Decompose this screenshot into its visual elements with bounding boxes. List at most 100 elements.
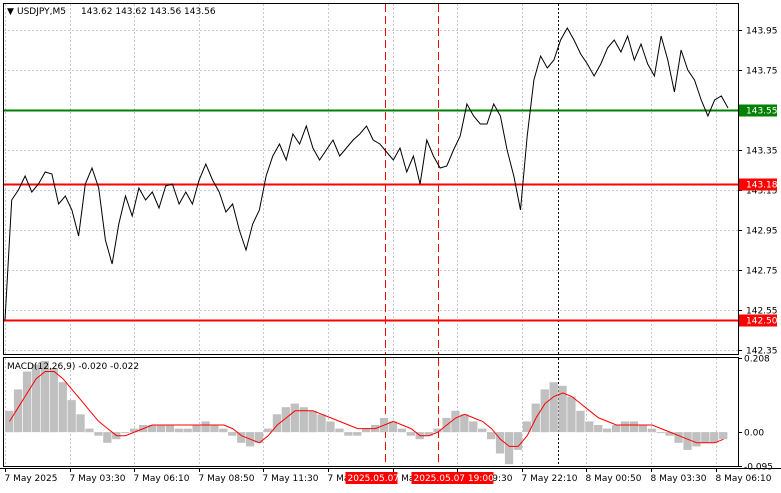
price-line: [4, 26, 729, 321]
macd-bar: [504, 432, 514, 465]
macd-axis[interactable]: 0.208 0.00 -0.095: [738, 355, 773, 473]
macd-pane[interactable]: [3, 357, 739, 467]
macd-bar: [94, 432, 103, 436]
price-tick-label: 142.95: [746, 227, 778, 237]
price-tags: 143.55 143.18 142.50: [739, 104, 778, 327]
macd-bar: [424, 432, 433, 436]
macd-bar: [281, 407, 290, 433]
time-tick-label: 7 May 08:50: [199, 474, 255, 484]
macd-bar: [165, 425, 174, 433]
time-tick-label: 7 May 11:30: [263, 474, 319, 484]
macd-bar: [263, 428, 273, 433]
macd-bar: [665, 432, 674, 436]
macd-bar: [683, 432, 692, 450]
macd-bar: [540, 389, 549, 433]
ohlc-values: 143.62 143.62 143.56 143.56: [81, 7, 216, 17]
macd-bar: [272, 414, 282, 433]
macd-bar: [558, 385, 567, 433]
level-tag: [739, 314, 777, 327]
macd-tick-label: 0.208: [744, 355, 770, 365]
macd-bar: [147, 425, 157, 433]
time-marker-tag: [411, 472, 494, 484]
macd-bar: [406, 432, 415, 436]
macd-bar: [495, 432, 505, 454]
time-tick-label: 7 May 06:10: [134, 474, 190, 484]
macd-bar: [656, 432, 665, 434]
macd-bar: [308, 410, 317, 433]
macd-bar: [335, 428, 344, 433]
macd-bar: [201, 421, 210, 433]
price-tick-label: 143.95: [746, 27, 778, 37]
price-axis[interactable]: 143.95 143.75 143.55 143.35 143.15 142.95 142.…: [738, 27, 778, 357]
time-tick-label: 7 May 22:10: [522, 474, 578, 484]
vertical-markers: [385, 4, 439, 466]
macd-bar: [487, 432, 496, 440]
macd-bar: [121, 432, 130, 434]
macd-bar: [362, 428, 371, 433]
macd-bar: [5, 410, 14, 433]
level-lines[interactable]: [4, 109, 738, 322]
macd-bar: [85, 428, 94, 433]
price-tick-label: 142.35: [746, 347, 778, 357]
level-tag-label: 143.55: [746, 107, 778, 117]
macd-bar: [629, 421, 639, 433]
collapse-icon[interactable]: ▼: [7, 7, 14, 17]
macd-bar: [228, 432, 237, 436]
macd-bar: [183, 428, 192, 433]
macd-bar: [40, 360, 49, 433]
macd-bar: [620, 421, 630, 433]
marker-tags: 2025.05.07 2025.05.07 19:00: [345, 472, 495, 484]
macd-bar: [469, 421, 478, 433]
macd-tick-label: -0.095: [744, 463, 773, 473]
time-tick-label: 8 May 06:10: [716, 474, 772, 484]
price-pane[interactable]: [3, 3, 739, 355]
macd-bar: [219, 428, 228, 433]
macd-bar: [49, 368, 58, 433]
price-tick-label: 142.75: [746, 267, 778, 277]
macd-bar: [710, 432, 719, 443]
macd-bar: [585, 421, 594, 433]
macd-bar: [58, 382, 67, 433]
macd-bar: [31, 364, 41, 433]
price-tick-label: 143.75: [746, 67, 778, 77]
price-tick-label: 143.15: [746, 187, 778, 197]
macd-bar: [290, 403, 299, 433]
macd-bar: [299, 407, 308, 433]
time-tick-label: 8 May 03:30: [651, 474, 707, 484]
macd-bar: [67, 400, 76, 433]
macd-bar: [254, 432, 264, 443]
macd-bar: [397, 428, 406, 433]
macd-bar: [719, 432, 728, 440]
macd-bar: [549, 382, 558, 433]
level-tag: [739, 104, 777, 117]
macd-signal-line: [9, 371, 724, 447]
macd-bar: [210, 425, 219, 433]
macd-bar: [567, 396, 576, 433]
macd-bar: [674, 432, 683, 443]
price-tick-label: 142.55: [746, 307, 778, 317]
macd-bar: [237, 432, 246, 443]
macd-tick-label: 0.00: [744, 429, 764, 439]
macd-bar: [13, 389, 23, 433]
macd-bar: [344, 432, 353, 436]
macd-bar: [460, 414, 469, 433]
level-tag-label: 142.50: [746, 317, 778, 327]
time-tick-label: 8 May 00:50: [586, 474, 642, 484]
macd-bar: [326, 421, 335, 433]
time-tick-label: 7 May 2025: [5, 474, 58, 484]
macd-bar: [174, 428, 183, 433]
macd-bar: [603, 428, 612, 433]
macd-bar: [103, 432, 112, 443]
symbol-timeframe: USDJPY,M5: [17, 7, 66, 17]
macd-bar: [638, 425, 647, 433]
macd-histogram: [5, 360, 728, 465]
macd-bar: [701, 432, 710, 443]
time-tick-label: 7 May 03:30: [70, 474, 126, 484]
level-tag-label: 143.18: [746, 181, 778, 191]
time-marker-label: 2025.05.07 19:00: [414, 474, 495, 484]
macd-bar: [522, 421, 531, 433]
level-tag: [739, 178, 777, 191]
macd-bar: [353, 432, 362, 436]
macd-bar: [612, 425, 621, 433]
